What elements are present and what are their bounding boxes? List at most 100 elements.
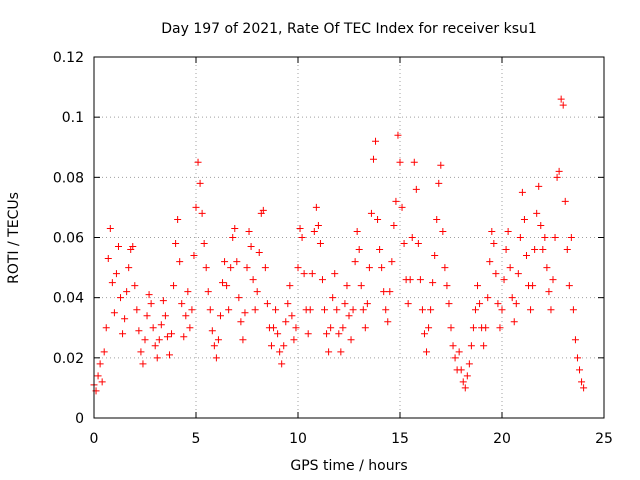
data-point [96,360,104,368]
data-point [382,306,390,314]
y-tick-label: 0.06 [53,231,84,247]
data-point [349,306,357,314]
data-point [439,227,447,235]
data-point [365,264,373,272]
data-point [408,234,416,241]
data-point [204,288,212,296]
data-point [378,264,386,272]
data-point [404,300,412,308]
data-point [512,300,520,308]
data-point [400,240,408,248]
data-point [357,282,365,290]
data-point [565,282,573,290]
data-point [316,240,324,248]
data-point [321,306,329,314]
data-point [471,306,479,314]
data-point [180,333,188,341]
data-point [188,306,196,314]
data-point [496,324,504,332]
data-point [270,324,278,332]
data-point [170,282,178,290]
data-point [210,342,218,350]
axis-ticks: 0 5 10 15 20 25 0 0.02 0.04 0.06 0.08 0.1 0.12 [53,50,613,447]
data-point [506,264,514,272]
data-point [451,354,459,362]
data-point [343,282,351,290]
data-point [437,161,445,169]
data-point [165,351,173,359]
data-point [276,348,284,356]
data-point [549,276,557,284]
data-point [151,342,159,350]
y-tick-label: 0.1 [62,110,84,126]
data-point [347,336,355,344]
data-point [129,243,137,251]
data-point [520,215,528,223]
data-point [272,306,280,314]
data-point [469,324,477,332]
data-point [318,276,326,284]
data-point [231,224,239,232]
data-point [559,101,567,109]
data-point [310,227,318,235]
y-tick-label: 0.08 [53,170,84,186]
data-point [143,312,151,320]
data-point [137,348,145,356]
data-point [121,315,129,323]
x-tick-label: 25 [595,431,613,447]
data-point [353,227,361,235]
data-point [159,297,167,305]
data-point [304,330,312,338]
data-point [494,300,502,308]
data-point [333,306,341,314]
data-point [263,300,271,308]
data-point [553,173,561,181]
data-point [168,330,176,338]
data-point [174,215,182,223]
data-point [423,348,431,356]
data-point [247,243,255,251]
x-axis-label: GPS time / hours [290,458,407,474]
data-point [284,300,292,308]
data-point [184,288,192,296]
data-point [123,288,131,296]
data-point [367,209,375,217]
data-point [518,188,526,196]
data-point [259,206,267,214]
data-point [117,294,125,302]
data-point [292,324,300,332]
data-point [196,179,204,187]
data-point [125,264,133,272]
data-point [335,330,343,338]
data-point [445,300,453,308]
data-point [580,384,588,392]
data-point [412,185,420,193]
data-point [202,264,210,272]
data-point [539,246,547,254]
data-point [372,137,380,145]
data-point [418,306,426,314]
data-point [433,215,441,223]
data-point [569,306,577,314]
data-point [325,348,333,356]
data-point [396,158,404,166]
data-point [388,258,396,266]
data-point [198,209,206,217]
data-point [214,336,222,344]
data-point [225,306,233,314]
data-point [216,312,224,320]
data-point [290,336,298,344]
data-point [133,306,141,314]
data-point [573,354,581,362]
data-point [416,276,424,284]
data-point [194,158,202,166]
data-point [294,264,302,272]
data-points [90,95,588,395]
data-point [239,336,247,344]
y-tick-label: 0 [75,411,84,427]
data-point [161,312,169,320]
data-point [447,324,455,332]
data-point [288,312,296,320]
data-point [339,324,347,332]
grid-lines [94,57,604,418]
